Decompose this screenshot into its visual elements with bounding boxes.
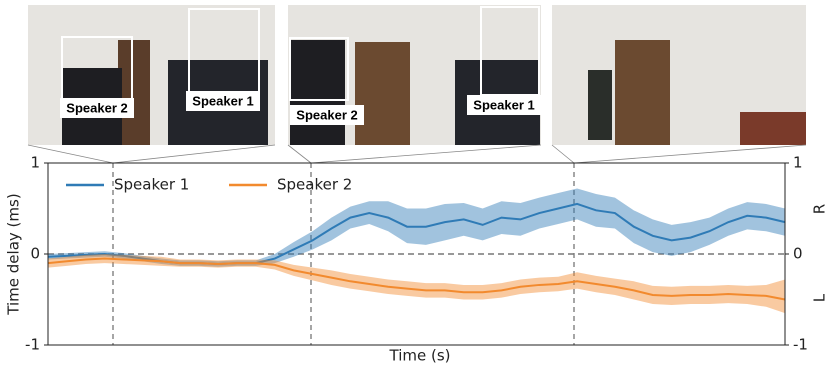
person	[290, 40, 345, 145]
label-box	[290, 105, 364, 125]
door	[118, 40, 150, 145]
connector	[310, 144, 542, 164]
connector	[573, 144, 807, 164]
label-box	[467, 95, 541, 115]
connector	[112, 144, 276, 164]
door	[615, 40, 670, 145]
side-label: L	[811, 293, 829, 302]
y-axis-label: Time delay (ms)	[5, 193, 23, 315]
y2-tick-label: 0	[793, 245, 803, 263]
y-tick-label: -1	[25, 336, 40, 354]
coat	[588, 70, 612, 140]
connector	[287, 144, 312, 164]
legend-label: Speaker 1	[114, 176, 189, 194]
side-label: R	[811, 204, 829, 214]
photo-label: Speaker 2	[296, 107, 357, 122]
face-box	[289, 37, 349, 101]
y-tick-label: 0	[30, 245, 40, 263]
photo-label: Speaker 2	[66, 100, 127, 115]
legend-label: Speaker 2	[277, 176, 352, 194]
connector	[27, 144, 114, 164]
y-tick-label: 1	[30, 154, 40, 172]
label-box	[186, 91, 260, 111]
photo-label: Speaker 1	[192, 93, 253, 108]
x-axis-label: Time (s)	[389, 347, 451, 365]
y2-tick-label: -1	[793, 336, 808, 354]
chair	[740, 112, 806, 145]
photos: Speaker 2 Speaker 1 Speaker 2 Speaker 1	[27, 5, 807, 164]
plot-frame	[47, 162, 786, 346]
connector	[551, 144, 575, 164]
photo-label: Speaker 1	[473, 97, 534, 112]
line	[47, 257, 786, 301]
y2-tick-label: 1	[793, 154, 803, 172]
label-box	[60, 98, 134, 118]
door	[355, 42, 410, 145]
band	[48, 254, 785, 314]
